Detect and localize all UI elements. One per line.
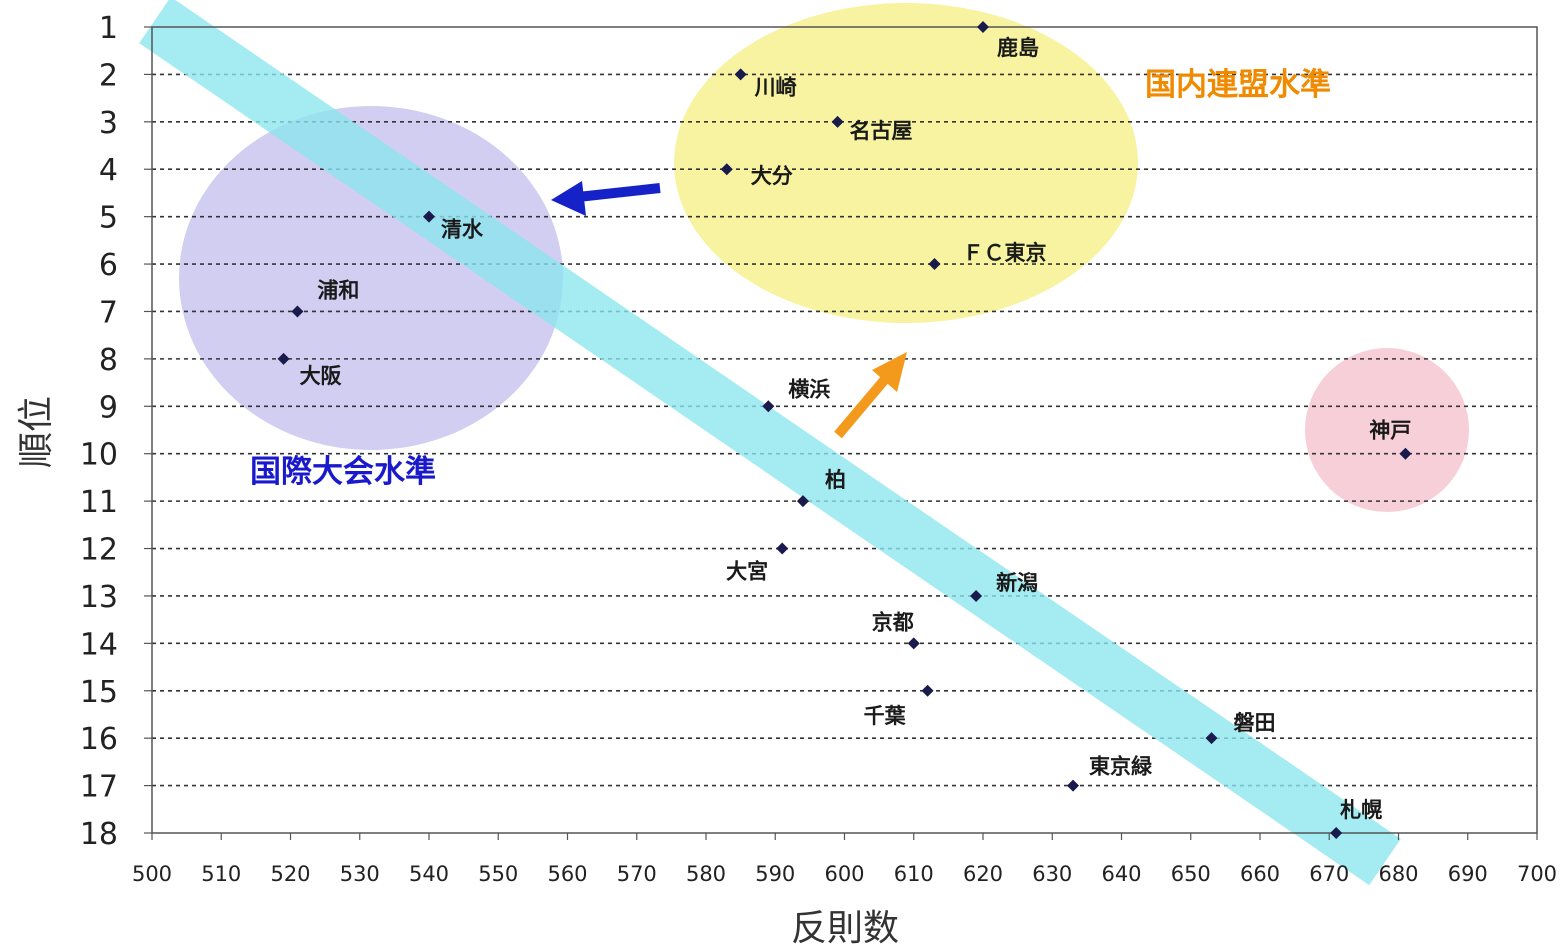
arrow-orange-line (834, 374, 890, 439)
x-tick-label: 560 (547, 862, 587, 886)
y-tick-label: 18 (80, 817, 118, 852)
data-point-label: 鹿島 (997, 35, 1039, 60)
annotation-domestic-level: 国内連盟水準 (1145, 67, 1331, 103)
data-point-label: 札幌 (1339, 797, 1382, 822)
y-tick-label: 7 (99, 295, 118, 330)
data-point-label: 川崎 (754, 74, 797, 99)
y-axis-title: 順位 (16, 396, 57, 468)
data-point (1067, 779, 1080, 792)
data-point (970, 589, 983, 602)
y-tick-label: 8 (99, 343, 118, 378)
data-point-label: 磐田 (1234, 710, 1276, 735)
data-point (762, 400, 775, 413)
outlier-zone (1305, 348, 1469, 512)
points-layer (277, 21, 1412, 839)
x-tick-label: 620 (963, 862, 1003, 886)
x-axis-title: 反則数 (791, 908, 899, 947)
data-point (776, 542, 789, 555)
x-tick-label: 600 (824, 862, 864, 886)
data-point-label: 京都 (872, 609, 914, 634)
x-tick-label: 500 (132, 862, 172, 886)
trend-band (139, 0, 1401, 886)
data-point-label: ＦＣ東京 (963, 240, 1047, 265)
data-point (1399, 447, 1412, 460)
data-point-label: 神戸 (1369, 418, 1411, 443)
data-point (291, 305, 304, 318)
x-tick-label: 690 (1448, 862, 1488, 886)
x-tick-label: 530 (340, 862, 380, 886)
y-tick-label: 5 (99, 201, 118, 236)
data-point (831, 115, 844, 128)
data-point (796, 495, 809, 508)
x-tick-label: 590 (755, 862, 795, 886)
data-point-label: 千葉 (864, 703, 907, 728)
data-point-label: 新潟 (996, 570, 1038, 595)
x-tick-label: 630 (1032, 862, 1072, 886)
data-point-label: 東京緑 (1089, 754, 1153, 779)
data-point (928, 258, 941, 271)
data-point-label: 大分 (751, 163, 793, 188)
x-tick-label: 680 (1378, 862, 1418, 886)
x-tick-label: 610 (894, 862, 934, 886)
y-tick-label: 1 (99, 11, 118, 46)
x-tick-label: 510 (201, 862, 241, 886)
data-point-label: 大宮 (726, 559, 768, 584)
data-point (907, 637, 920, 650)
y-tick-label: 3 (99, 106, 118, 141)
y-tick-label: 13 (80, 580, 118, 615)
data-point (423, 210, 435, 223)
data-point-label: 柏 (825, 467, 846, 492)
data-point (277, 352, 290, 365)
y-tick-label: 17 (80, 770, 118, 805)
data-point (1330, 827, 1343, 839)
data-point (734, 68, 747, 81)
y-tick-label: 14 (80, 627, 118, 662)
trend-band-layer (139, 0, 1401, 886)
y-tick-label: 9 (99, 390, 118, 425)
data-point (921, 684, 934, 697)
data-point (1205, 732, 1218, 745)
y-tick-label: 11 (80, 485, 118, 520)
y-tick-label: 12 (80, 533, 118, 568)
x-tick-label: 550 (478, 862, 518, 886)
domestic-level-zone (674, 3, 1138, 323)
x-tick-label: 700 (1517, 862, 1557, 886)
y-tick-label: 2 (99, 58, 118, 93)
data-point-label: 清水 (441, 217, 484, 242)
x-tick-label: 670 (1309, 862, 1349, 886)
x-tick-label: 650 (1171, 862, 1211, 886)
x-tick-label: 660 (1240, 862, 1280, 886)
data-point-label: 浦和 (317, 277, 359, 302)
data-point-label: 横浜 (788, 376, 830, 401)
data-point-label: 名古屋 (850, 118, 913, 143)
x-tick-label: 580 (686, 862, 726, 886)
zone-layer (179, 3, 1469, 512)
international-level-zone (179, 106, 563, 450)
data-point-label: 大阪 (300, 363, 343, 388)
y-tick-label: 6 (99, 248, 118, 283)
y-tick-label: 15 (80, 675, 118, 710)
annotation-international-level: 国際大会水準 (250, 454, 436, 490)
annotation-layer: 国内連盟水準 国際大会水準 (250, 67, 1331, 490)
y-tick-label: 10 (80, 438, 118, 473)
x-tick-label: 570 (617, 862, 657, 886)
arrow-blue-head (551, 181, 586, 216)
x-tick-label: 520 (270, 862, 310, 886)
arrow-blue-line (577, 183, 661, 202)
arrow-orange-head (872, 352, 907, 392)
x-tick-label: 540 (409, 862, 449, 886)
y-tick-label: 4 (99, 153, 118, 188)
data-point (977, 21, 989, 33)
y-tick-label: 16 (80, 722, 118, 757)
x-tick-label: 640 (1101, 862, 1141, 886)
data-point (720, 163, 733, 176)
